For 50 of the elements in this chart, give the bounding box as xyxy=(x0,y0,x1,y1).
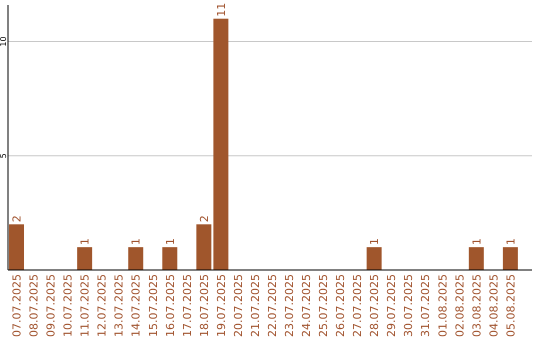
data-label: 1 xyxy=(164,238,177,246)
x-tick-label: 25.07.2025 xyxy=(317,274,330,337)
data-label: 2 xyxy=(10,215,24,222)
x-tick-label: 12.07.2025 xyxy=(96,274,109,337)
bar xyxy=(162,247,178,270)
x-tick-label: 20.07.2025 xyxy=(232,274,245,337)
data-label: 1 xyxy=(470,238,484,246)
y-tick-label: 10 xyxy=(0,36,8,47)
data-label: 1 xyxy=(130,238,143,246)
bar xyxy=(9,224,24,270)
x-tick-label: 22.07.2025 xyxy=(266,274,279,337)
data-label: 1 xyxy=(78,238,92,246)
x-tick-label: 28.07.2025 xyxy=(368,274,382,337)
bar xyxy=(502,247,518,270)
x-tick-label: 18.07.2025 xyxy=(198,274,211,337)
x-tick-label: 27.07.2025 xyxy=(351,274,364,337)
x-tick-label: 07.07.2025 xyxy=(10,274,24,337)
x-tick-label: 13.07.2025 xyxy=(112,274,126,337)
x-tick-label: 23.07.2025 xyxy=(282,274,296,337)
x-tick-label: 09.07.2025 xyxy=(44,274,58,337)
x-tick-label: 03.08.2025 xyxy=(470,274,484,337)
x-tick-label: 14.07.2025 xyxy=(130,274,143,337)
data-label: 2 xyxy=(198,215,211,222)
x-tick-label: 05.08.2025 xyxy=(504,274,518,337)
bar xyxy=(366,247,382,270)
data-label: 1 xyxy=(368,238,382,246)
data-label: 1 xyxy=(504,238,518,246)
x-tick-label: 08.07.2025 xyxy=(28,274,41,337)
x-tick-label: 30.07.2025 xyxy=(402,274,416,337)
x-tick-label: 11.07.2025 xyxy=(78,274,92,337)
x-tick-label: 21.07.2025 xyxy=(248,274,262,337)
x-tick-label: 24.07.2025 xyxy=(300,274,314,337)
x-tick-label: 16.07.2025 xyxy=(164,274,177,337)
x-tick-label: 19.07.2025 xyxy=(214,274,228,337)
x-tick-label: 31.07.2025 xyxy=(419,274,432,337)
data-label: 11 xyxy=(214,2,228,17)
y-tick-label: 5 xyxy=(0,153,8,158)
x-tick-label: 10.07.2025 xyxy=(62,274,75,337)
bar xyxy=(128,247,144,270)
x-tick-label: 04.08.2025 xyxy=(487,274,500,337)
bar xyxy=(77,247,92,270)
x-tick-label: 17.07.2025 xyxy=(180,274,194,337)
x-tick-label: 26.07.2025 xyxy=(334,274,348,337)
x-tick-label: 01.08.2025 xyxy=(436,274,450,337)
bar xyxy=(196,224,212,270)
bar xyxy=(468,247,484,270)
x-tick-label: 02.08.2025 xyxy=(453,274,466,337)
bar xyxy=(213,18,228,270)
x-tick-label: 29.07.2025 xyxy=(385,274,398,337)
x-tick-label: 15.07.2025 xyxy=(146,274,160,337)
